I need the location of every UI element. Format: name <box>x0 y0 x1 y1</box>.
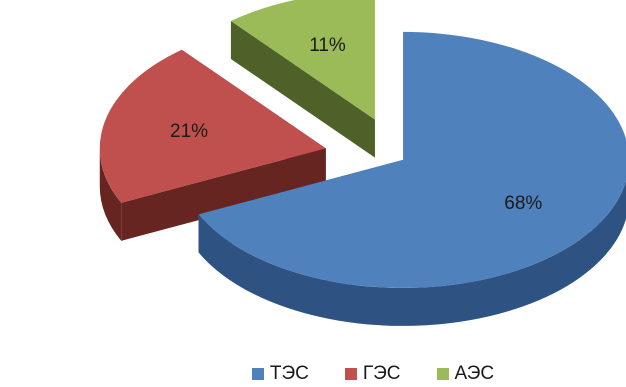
legend-item-ges: ГЭС <box>344 363 401 385</box>
slice-tes: 68% <box>198 31 626 326</box>
slice-label-aes: 11% <box>309 35 346 56</box>
slice-aes-wall-start <box>230 20 375 158</box>
slice-ges-rim-0 <box>99 148 122 241</box>
legend-swatch-ges <box>344 368 357 380</box>
legend: ТЭС ГЭС АЭС <box>0 362 626 386</box>
legend-swatch-aes <box>436 368 449 380</box>
slice-tes-rim-0 <box>198 180 626 326</box>
legend-item-aes: АЭС <box>436 363 495 385</box>
slice-aes: 11% <box>230 0 375 158</box>
legend-swatch-tes <box>251 368 264 380</box>
slice-label-ges: 21% <box>170 121 208 142</box>
slice-label-tes: 68% <box>504 193 542 214</box>
pie-chart: 11% 21% 68% <box>99 0 626 326</box>
legend-item-tes: ТЭС <box>251 363 309 385</box>
slice-ges-top <box>99 49 326 203</box>
slice-tes-top <box>198 31 626 288</box>
legend-label-ges: ГЭС <box>362 363 401 384</box>
legend-label-aes: АЭС <box>454 363 495 384</box>
slice-aes-top <box>230 0 375 120</box>
slice-ges-wall-start <box>121 148 326 241</box>
legend-label-tes: ТЭС <box>269 363 309 384</box>
slice-ges: 21% <box>99 49 326 241</box>
